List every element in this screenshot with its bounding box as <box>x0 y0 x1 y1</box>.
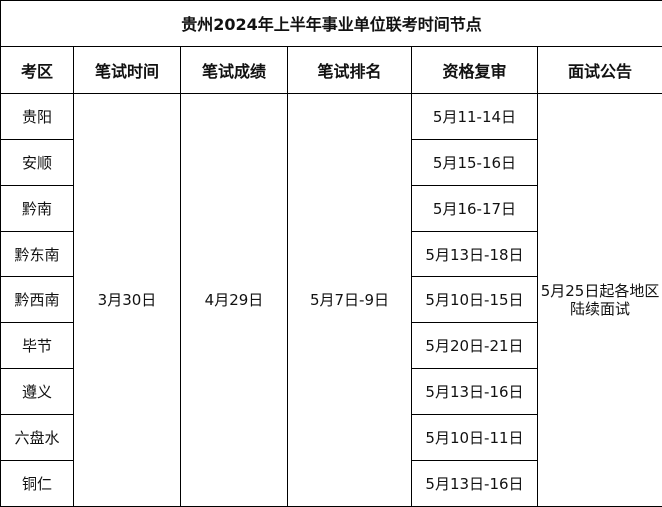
table-row: 黔南 5月16-17日 <box>0 184 662 232</box>
review-cell: 5月10日-11日 <box>411 414 538 462</box>
table-title: 贵州2024年上半年事业单位联考时间节点 <box>0 0 662 47</box>
table-row: 黔东南 5月13日-18日 <box>0 230 662 278</box>
header-ranking: 笔试排名 <box>287 45 412 94</box>
region-cell: 贵阳 <box>0 92 74 140</box>
table-row: 毕节 5月20日-21日 <box>0 322 662 370</box>
header-row: 考区 笔试时间 笔试成绩 笔试排名 资格复审 面试公告 <box>0 45 662 94</box>
region-cell: 安顺 <box>0 138 74 186</box>
table-row: 安顺 5月15-16日 <box>0 138 662 186</box>
score-cell: 4月29日 <box>180 92 288 507</box>
review-cell: 5月13日-16日 <box>411 368 538 416</box>
region-cell: 遵义 <box>0 368 74 416</box>
region-cell: 黔南 <box>0 184 74 232</box>
region-cell: 毕节 <box>0 322 74 370</box>
exam-date-cell: 3月30日 <box>73 92 181 507</box>
region-cell: 铜仁 <box>0 460 74 507</box>
review-cell: 5月13日-16日 <box>411 460 538 507</box>
interview-cell: 5月25日起各地区 陆续面试 <box>536 92 662 507</box>
header-exam-date: 笔试时间 <box>73 45 181 94</box>
region-cell: 六盘水 <box>0 414 74 462</box>
review-cell: 5月13日-18日 <box>411 230 538 278</box>
review-cell: 5月16-17日 <box>411 184 538 232</box>
ranking-cell: 5月7日-9日 <box>287 92 412 507</box>
table-row: 黔西南 5月10日-15日 <box>0 276 662 324</box>
interview-line: 陆续面试 <box>570 299 631 318</box>
interview-line: 5月25日起各地区 <box>540 281 660 300</box>
review-cell: 5月15-16日 <box>411 138 538 186</box>
table-row: 六盘水 5月10日-11日 <box>0 414 662 462</box>
header-score: 笔试成绩 <box>180 45 288 94</box>
header-interview: 面试公告 <box>536 45 662 94</box>
review-cell: 5月11-14日 <box>411 92 538 140</box>
table-row: 贵阳 3月30日 4月29日 5月7日-9日 5月11-14日 5月25日起各地区 陆续面试 <box>0 92 662 507</box>
header-region: 考区 <box>0 45 74 94</box>
region-cell: 黔西南 <box>0 276 74 324</box>
review-cell: 5月20日-21日 <box>411 322 538 370</box>
review-cell: 5月10日-15日 <box>411 276 538 324</box>
region-cell: 黔东南 <box>0 230 74 278</box>
table-row: 遵义 5月13日-16日 <box>0 368 662 416</box>
table-row: 铜仁 5月13日-16日 <box>0 460 662 507</box>
header-review: 资格复审 <box>411 45 538 94</box>
